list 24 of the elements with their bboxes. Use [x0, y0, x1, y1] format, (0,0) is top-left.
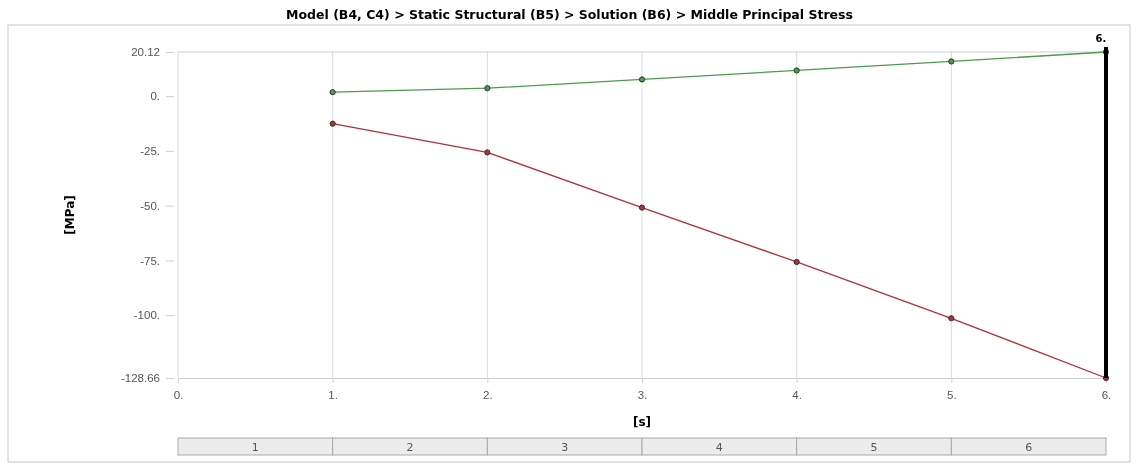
x-tick-label: 6. [1101, 389, 1112, 402]
x-tick-label: 3. [637, 389, 648, 402]
x-axis-title: [s] [632, 415, 652, 429]
chart-title: Model (B4, C4) > Static Structural (B5) > Solution (B6) > Middle Principal Stress [286, 7, 853, 22]
y-tick-label: 0. [150, 90, 160, 103]
y-tick-label: 20.12 [131, 46, 160, 59]
text: 5 [870, 441, 878, 454]
ref-line-label: 6. [1095, 33, 1107, 44]
text: 2 [406, 441, 414, 454]
x-tick-label: 5. [947, 389, 957, 402]
x-tick-label: 1. [328, 389, 338, 402]
y-tick-label: -100. [133, 309, 160, 322]
x-tick-label: 4. [792, 389, 802, 402]
y-tick-label: -75. [140, 254, 160, 267]
y-tick-label: -50. [140, 199, 160, 212]
text: 1 [251, 441, 259, 454]
y-tick-label: -25. [140, 145, 160, 158]
text: 4 [715, 441, 723, 454]
text: 6 [1025, 441, 1033, 454]
y-tick-label: -128.66 [120, 372, 160, 385]
x-tick-label: 2. [483, 389, 493, 402]
y-axis-title: [MPa] [63, 195, 77, 235]
x-tick-label: 0. [173, 389, 184, 402]
text: 3 [561, 441, 569, 454]
